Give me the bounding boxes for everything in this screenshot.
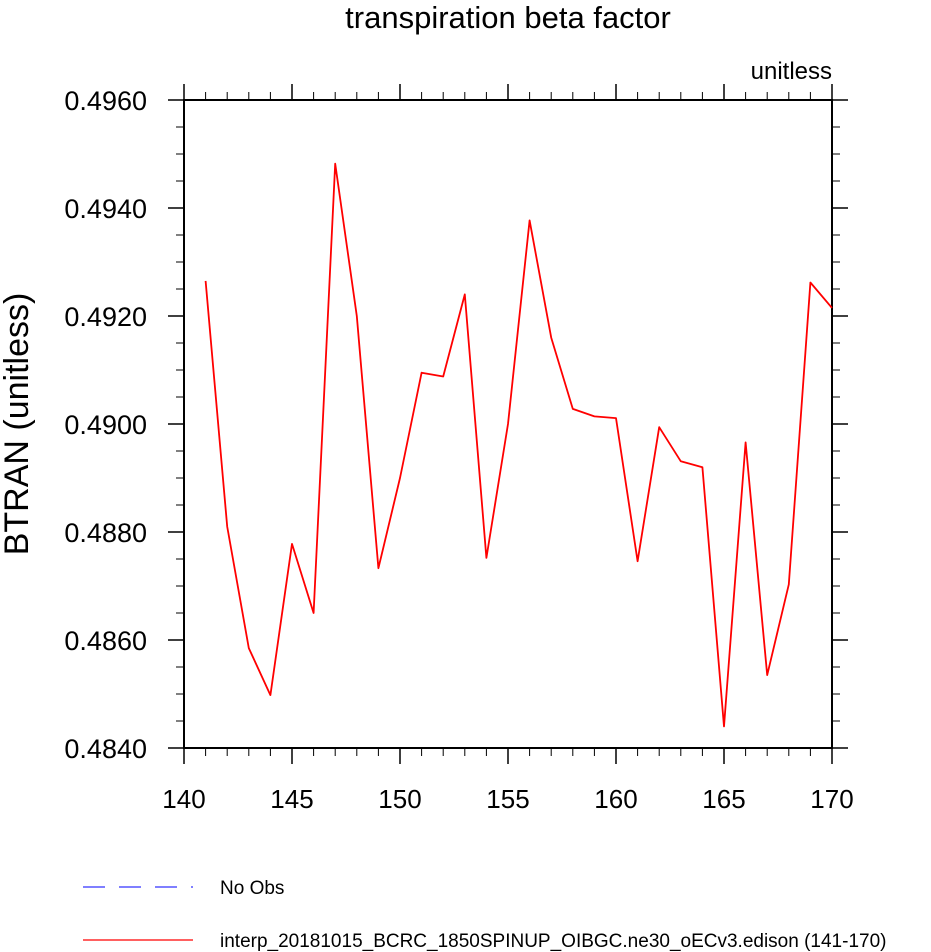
series-line xyxy=(204,162,833,728)
chart-title: transpiration beta factor xyxy=(345,0,671,35)
x-tick-label: 140 xyxy=(162,784,205,814)
x-tick-label: 170 xyxy=(810,784,853,814)
x-tick-label: 145 xyxy=(270,784,313,814)
legend-entry-no-obs: No Obs xyxy=(83,878,284,899)
legend: No Obs interp_20181015_BCRC_1850SPINUP_O… xyxy=(83,878,886,952)
y-tick-labels: 0.4840 0.4860 0.4880 0.4900 0.4920 0.4940 0.49… xyxy=(64,86,147,764)
x-tick-label: 160 xyxy=(594,784,637,814)
series-layer xyxy=(204,162,833,728)
x-tick-label: 150 xyxy=(378,784,421,814)
major-ticks xyxy=(168,84,848,764)
y-tick-label: 0.4880 xyxy=(64,518,147,548)
legend-label-no-obs: No Obs xyxy=(220,878,284,899)
x-tick-label: 165 xyxy=(702,784,745,814)
x-tick-labels: 140 145 150 155 160 165 170 xyxy=(162,784,853,814)
x-tick-label: 155 xyxy=(486,784,529,814)
y-tick-label: 0.4840 xyxy=(64,734,147,764)
minor-ticks xyxy=(176,92,840,756)
y-tick-label: 0.4900 xyxy=(64,410,147,440)
legend-label-model: interp_20181015_BCRC_1850SPINUP_OIBGC.ne… xyxy=(220,931,886,952)
y-tick-label: 0.4920 xyxy=(64,302,147,332)
y-tick-label: 0.4960 xyxy=(64,86,147,116)
y-axis-label: BTRAN (unitless) xyxy=(0,293,36,556)
chart-units-label: unitless xyxy=(751,58,832,85)
y-tick-label: 0.4940 xyxy=(64,194,147,224)
legend-entry-model: interp_20181015_BCRC_1850SPINUP_OIBGC.ne… xyxy=(83,931,886,952)
y-tick-label: 0.4860 xyxy=(64,626,147,656)
plot-area: 140 145 150 155 160 165 170 0.4840 0.4860 0.4880… xyxy=(64,84,854,814)
